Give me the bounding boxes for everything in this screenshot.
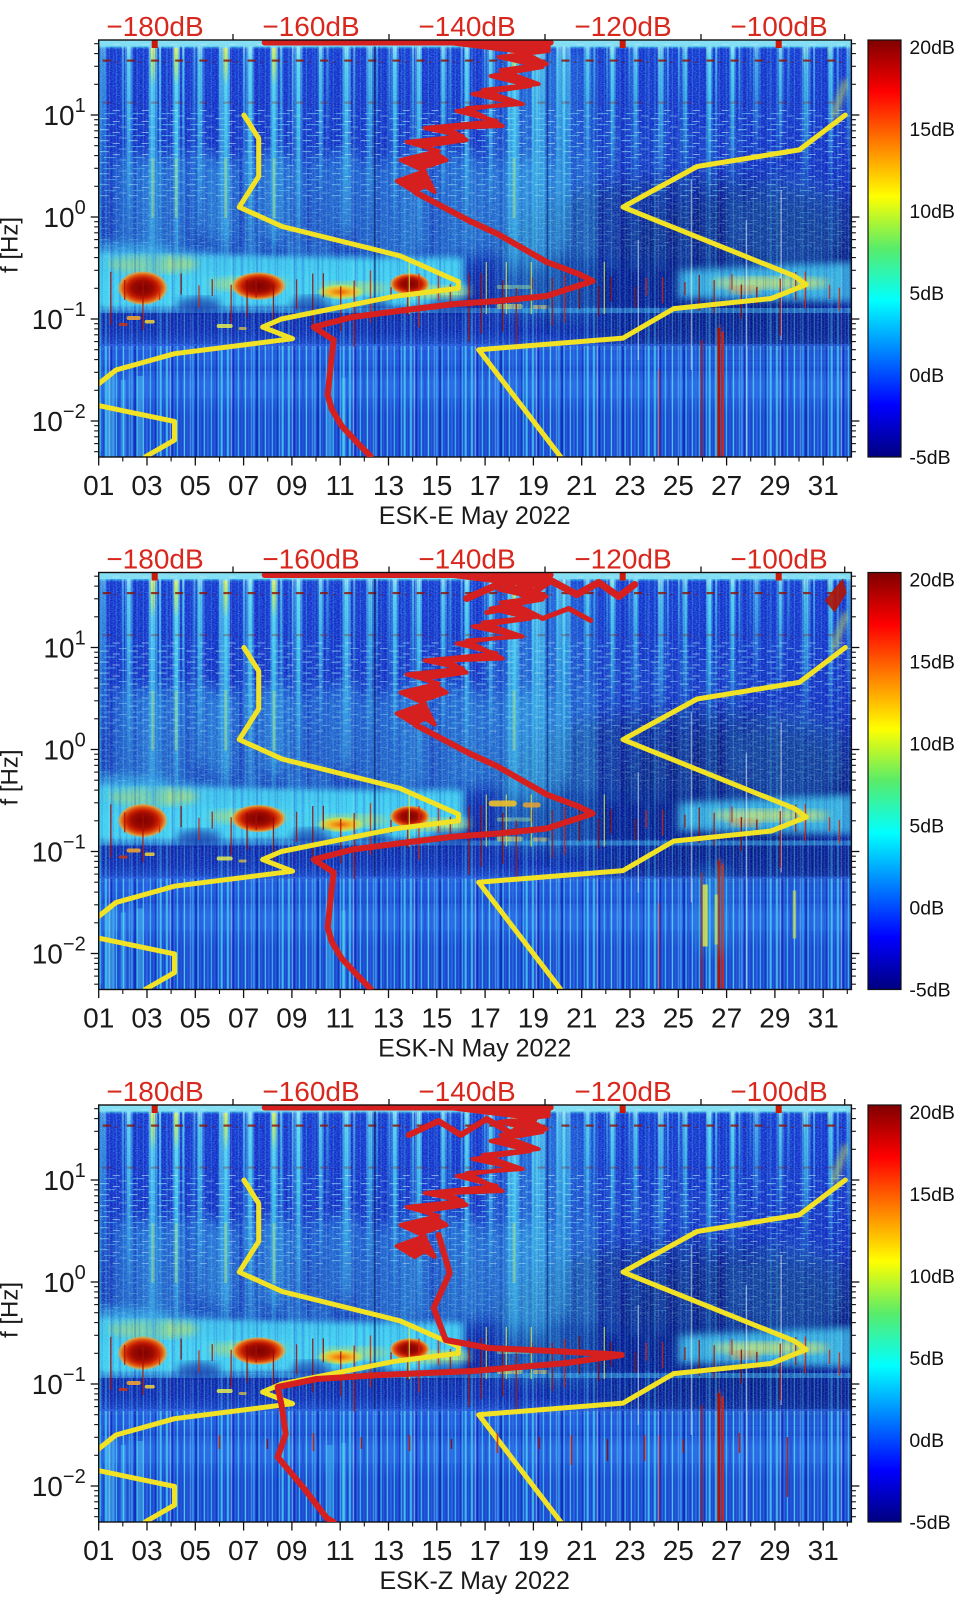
svg-text:ESK-Z May 2022: ESK-Z May 2022 bbox=[380, 1567, 570, 1595]
svg-text:ESK-N May 2022: ESK-N May 2022 bbox=[378, 1035, 571, 1063]
svg-text:ESK-E May 2022: ESK-E May 2022 bbox=[379, 502, 571, 530]
